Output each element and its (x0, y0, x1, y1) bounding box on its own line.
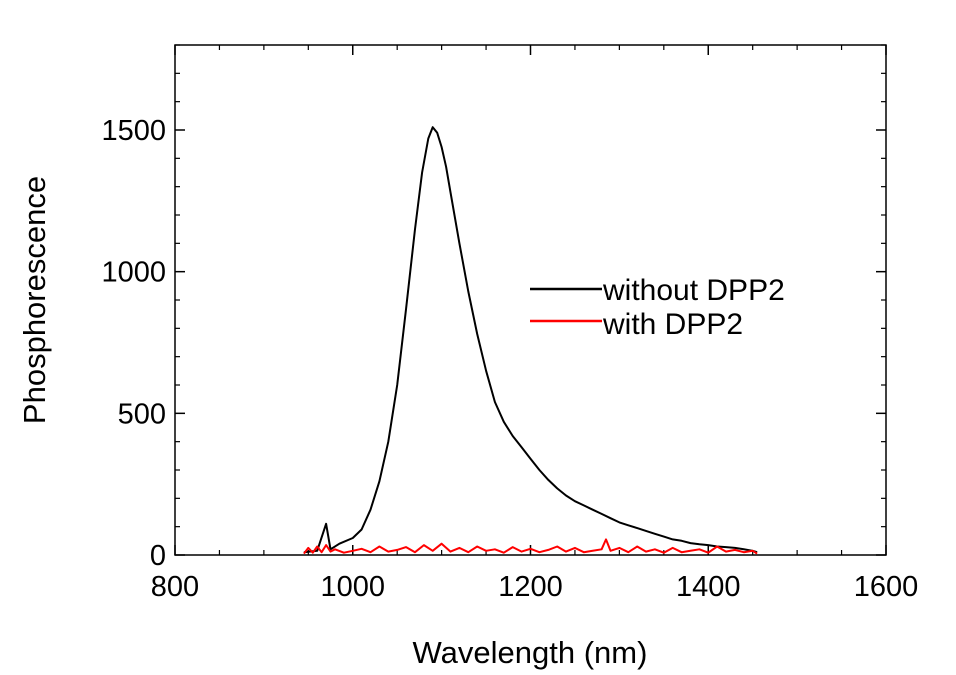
y-tick-label: 1000 (101, 257, 166, 289)
x-tick-label: 800 (151, 571, 199, 603)
y-tick-label: 0 (150, 540, 166, 572)
x-tick-label: 1000 (320, 571, 385, 603)
x-tick-label: 1200 (498, 571, 563, 603)
data-series (303, 126, 758, 555)
tick-labels: 800 1000 1200 1400 1600 0 500 1000 1500 (101, 115, 918, 603)
legend: without DPP2 with DPP2 (530, 274, 785, 341)
legend-label-without-dpp2: without DPP2 (602, 274, 785, 307)
series-line-without-dpp2 (303, 126, 758, 554)
x-tick-label: 1600 (854, 571, 919, 603)
y-axis-title: Phosphorescence (17, 176, 52, 424)
axis-ticks (174, 44, 887, 556)
series-line-with-dpp2 (303, 538, 758, 555)
y-tick-label: 500 (118, 398, 166, 430)
x-axis-title: Wavelength (nm) (413, 635, 648, 670)
x-tick-label: 1400 (676, 571, 741, 603)
y-tick-label: 1500 (101, 115, 166, 147)
legend-label-with-dpp2: with DPP2 (602, 308, 743, 341)
